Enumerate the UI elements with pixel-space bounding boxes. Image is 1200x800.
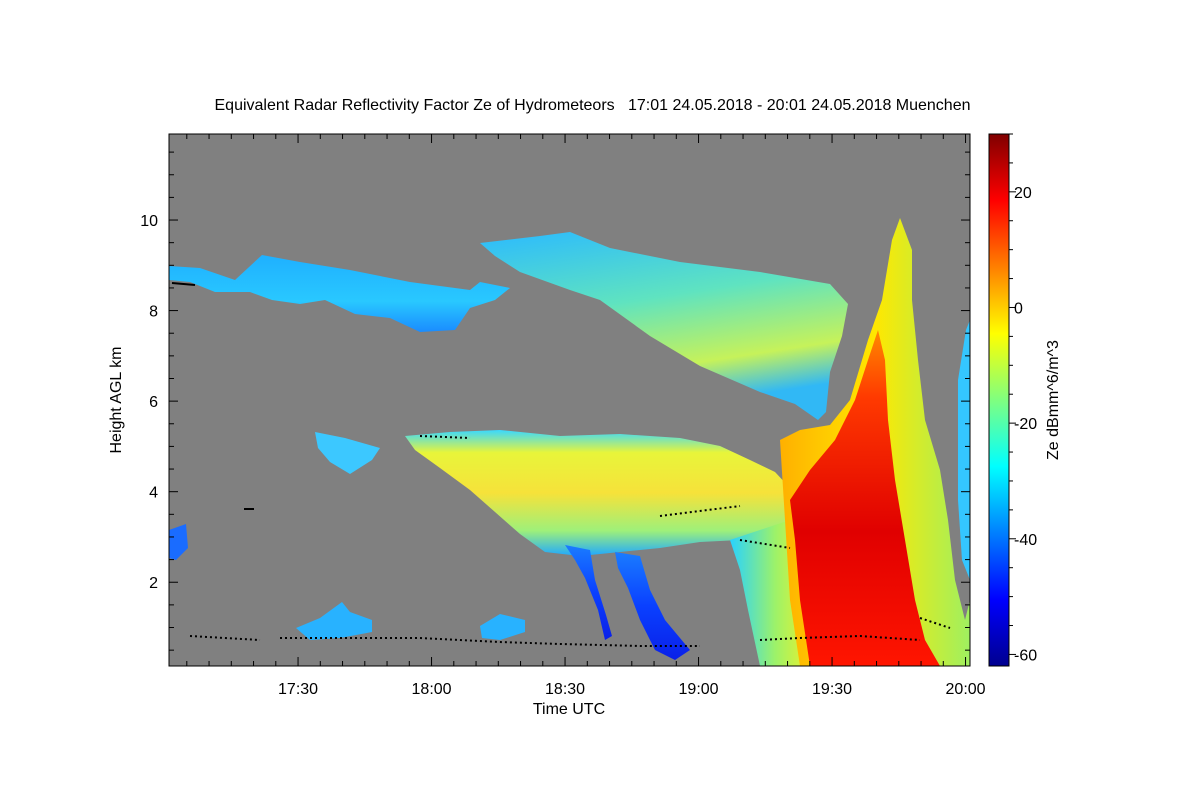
colorbar-tick-label: -20: [1014, 416, 1037, 433]
x-axis: 17:30 18:00 18:30 19:00 19:30 20:00: [186, 134, 986, 698]
y-tick-label: 10: [140, 213, 158, 230]
x-tick-label: 19:30: [812, 681, 852, 698]
colorbar-tick-label: 20: [1014, 185, 1032, 202]
upper-cirrus-left: [169, 255, 510, 332]
convective-cell-core: [790, 330, 940, 666]
colorbar-tick-label: -60: [1014, 647, 1037, 664]
low-level-echo: [296, 602, 372, 640]
left-edge-echo: [169, 524, 188, 560]
cloud-base-line: [189, 634, 921, 647]
right-edge-echo: [958, 320, 970, 580]
colorbar-axis: -60 -40 -20 0 20: [1009, 133, 1037, 664]
cloud-base-line: [171, 282, 254, 510]
cloud-base-line: [419, 435, 951, 629]
fall-streaks: [565, 545, 612, 640]
y-tick-label: 4: [149, 485, 158, 502]
x-tick-label: 18:00: [412, 681, 452, 698]
y-tick-label: 2: [149, 575, 158, 592]
colorbar-tick-label: 0: [1014, 300, 1023, 317]
y-tick-label: 8: [149, 304, 158, 321]
y-axis: 2 4 6 8 10: [140, 151, 970, 651]
chart-title: Equivalent Radar Reflectivity Factor Ze …: [214, 97, 971, 114]
colorbar-label: Ze dBmm^6/m^3: [1045, 340, 1062, 460]
small-cloud: [315, 432, 380, 474]
colorbar-tick-label: -40: [1014, 532, 1037, 549]
y-axis-label: Height AGL km: [108, 346, 125, 453]
colorbar: [988, 133, 1010, 667]
x-tick-label: 17:30: [278, 681, 318, 698]
y-tick-label: 6: [149, 394, 158, 411]
x-tick-label: 19:00: [679, 681, 719, 698]
x-tick-label: 18:30: [545, 681, 585, 698]
x-axis-label: Time UTC: [533, 701, 605, 718]
low-level-echo: [480, 614, 525, 640]
plot-frame: [168, 133, 971, 667]
echo-regions: [169, 218, 970, 666]
fall-streaks: [615, 552, 690, 660]
x-tick-label: 20:00: [946, 681, 986, 698]
mid-level-cloud: [405, 430, 800, 556]
upper-cirrus-right: [480, 232, 848, 420]
